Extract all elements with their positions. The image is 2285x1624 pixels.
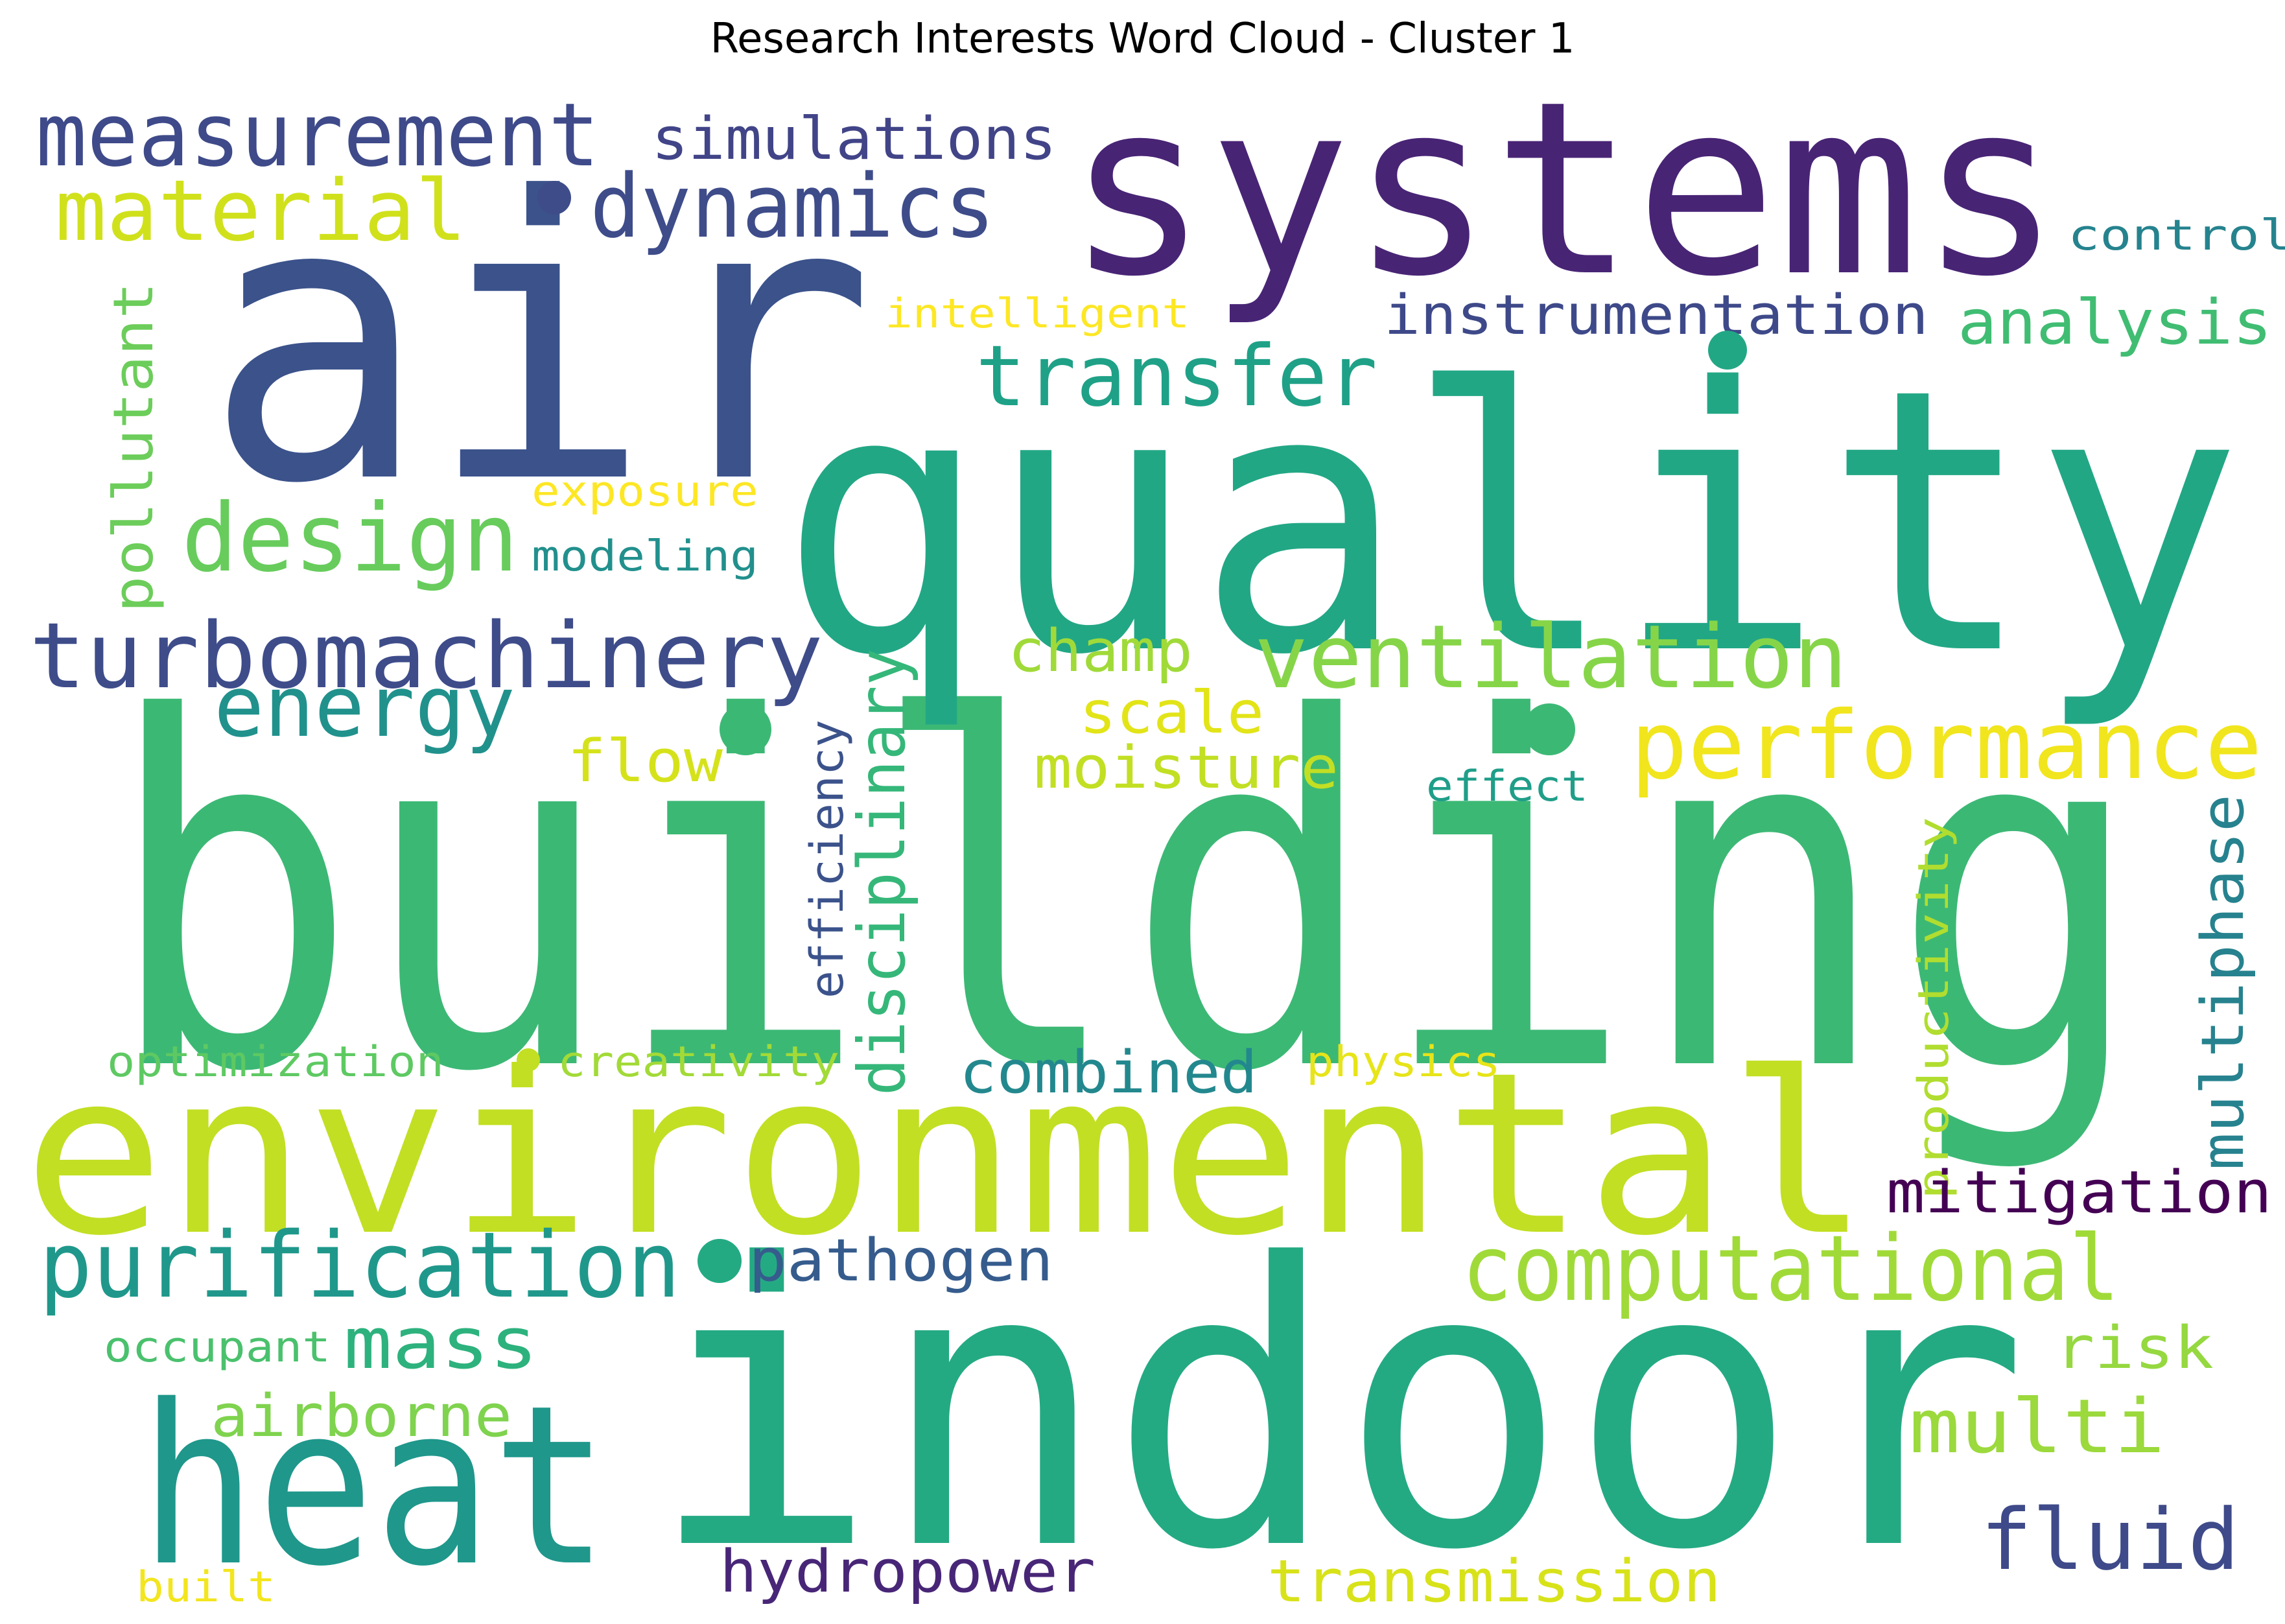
word-energy: energy (214, 657, 515, 756)
word-transfer: transfer (976, 327, 1377, 425)
word-turbomachinery: turbomachinery (29, 604, 823, 709)
word-design: design (182, 484, 519, 593)
word-dynamics: dynamics (590, 156, 995, 257)
word-mitigation: mitigation (1886, 1159, 2272, 1227)
word-built: built (136, 1563, 275, 1612)
word-optimization: optimization (107, 1038, 444, 1087)
word-dot-6 (1708, 331, 1747, 370)
word-quality: quality (778, 312, 2243, 735)
word-physics: physics (1306, 1038, 1501, 1087)
word-control: control (2068, 211, 2285, 260)
word-ventilation: ventilation (1254, 606, 1847, 708)
word-flow: flow (567, 727, 723, 795)
word-computational: computational (1462, 1216, 2120, 1322)
word-building: building (104, 618, 2146, 1177)
word-pollutant: pollutant (102, 282, 166, 613)
word-dot-3 (1523, 703, 1575, 755)
word-creativity: creativity (557, 1038, 839, 1087)
word-transmission: transmission (1267, 1548, 1721, 1616)
word-disciplinary: disciplinary (844, 648, 920, 1096)
word-indoor: indoor (648, 1182, 2029, 1624)
word-environmental: environmental (23, 1025, 1870, 1285)
word-performance: performance (1630, 691, 2262, 801)
word-hydropower: hydropower (720, 1538, 1096, 1606)
word-dot-1 (537, 181, 571, 215)
chart-title: Research Interests Word Cloud - Cluster … (710, 15, 1575, 63)
word-multi: multi (1909, 1383, 2165, 1470)
word-heat: heat (139, 1358, 609, 1615)
word-intelligent: intelligent (885, 290, 1189, 337)
word-material: material (55, 161, 467, 260)
word-scale: scale (1079, 679, 1264, 747)
word-exposure: exposure (532, 467, 758, 516)
word-analysis: analysis (1958, 287, 2272, 359)
word-pathogen: pathogen (749, 1227, 1053, 1295)
word-systems: systems (1066, 51, 2061, 329)
word-fluid: fluid (1980, 1490, 2240, 1589)
word-efficiency: efficiency (801, 720, 854, 998)
word-measurement: measurement (36, 84, 600, 186)
word-modeling: modeling (532, 532, 758, 581)
word-dot-4 (517, 1048, 540, 1072)
word-occupant: occupant (104, 1323, 331, 1372)
word-airborne: airborne (211, 1382, 512, 1450)
word-combined: combined (959, 1039, 1258, 1107)
word-champ: champ (1008, 617, 1193, 685)
word-effect: effect (1426, 762, 1588, 811)
word-productivity: productivity (1910, 817, 1958, 1199)
word-mass: mass (344, 1302, 538, 1385)
word-purification: purification (39, 1213, 681, 1319)
word-dot-2 (720, 703, 771, 755)
word-simulations: simulations (651, 105, 1057, 173)
word-instrumentation: instrumentation (1384, 283, 1928, 347)
word-moisture: moisture (1034, 734, 1339, 802)
word-dot-5 (697, 1239, 742, 1283)
word-risk: risk (2055, 1314, 2214, 1382)
word-multiphase: multiphase (2189, 794, 2257, 1170)
